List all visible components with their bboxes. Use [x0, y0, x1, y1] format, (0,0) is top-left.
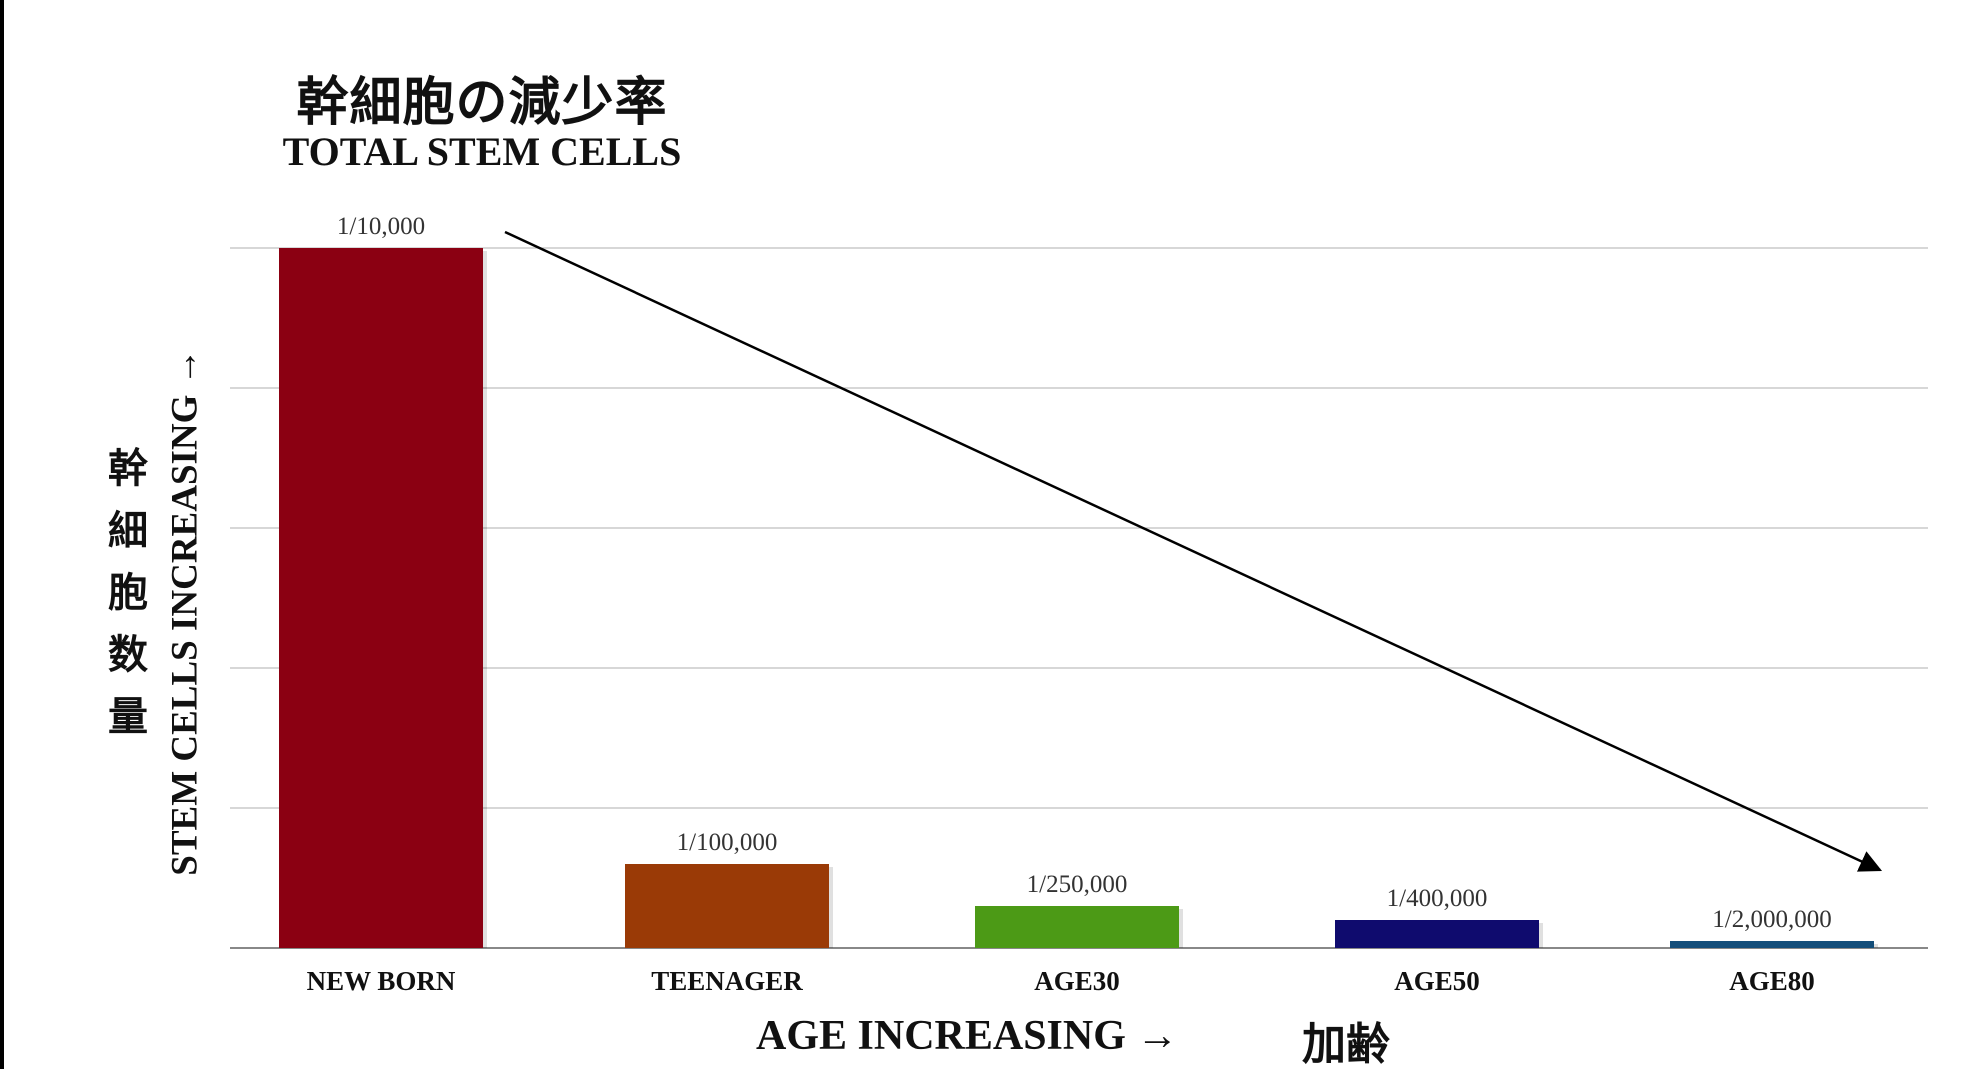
y-axis-label-japanese-char: 量 [108, 694, 148, 740]
bar-age30 [975, 906, 1179, 948]
y-axis-label-japanese-char: 幹 [108, 446, 148, 492]
bar-new-born [279, 248, 483, 948]
data-label: 1/100,000 [677, 829, 778, 856]
x-tick-label: AGE30 [1034, 966, 1120, 996]
y-axis-label-japanese-char: 胞 [108, 570, 148, 616]
x-tick-label: TEENAGER [651, 966, 803, 996]
trend-arrow [504, 230, 1883, 872]
chart-title-japanese: 幹細胞の減少率 [296, 73, 668, 133]
x-axis-label-english: AGE INCREASING → [756, 1013, 1179, 1059]
bar-age50 [1335, 920, 1539, 948]
data-label: 1/400,000 [1387, 885, 1488, 912]
x-axis-label-japanese: 加齢 [1302, 1019, 1390, 1070]
x-tick-label: AGE80 [1729, 966, 1815, 996]
data-label: 1/250,000 [1027, 871, 1128, 898]
y-axis-label-japanese-char: 細 [108, 508, 148, 554]
x-tick-label: NEW BORN [307, 966, 456, 996]
data-label: 1/2,000,000 [1712, 906, 1831, 933]
bar-teenager [625, 864, 829, 948]
left-border [0, 0, 4, 1069]
y-axis-label-japanese: 幹細胞数量 [102, 438, 154, 748]
y-axis-label-japanese-char: 数 [108, 632, 148, 678]
data-label: 1/10,000 [337, 213, 425, 240]
chart-title-english: TOTAL STEM CELLS [282, 129, 682, 174]
bar-age80 [1670, 941, 1874, 948]
x-tick-label: AGE50 [1394, 966, 1480, 996]
